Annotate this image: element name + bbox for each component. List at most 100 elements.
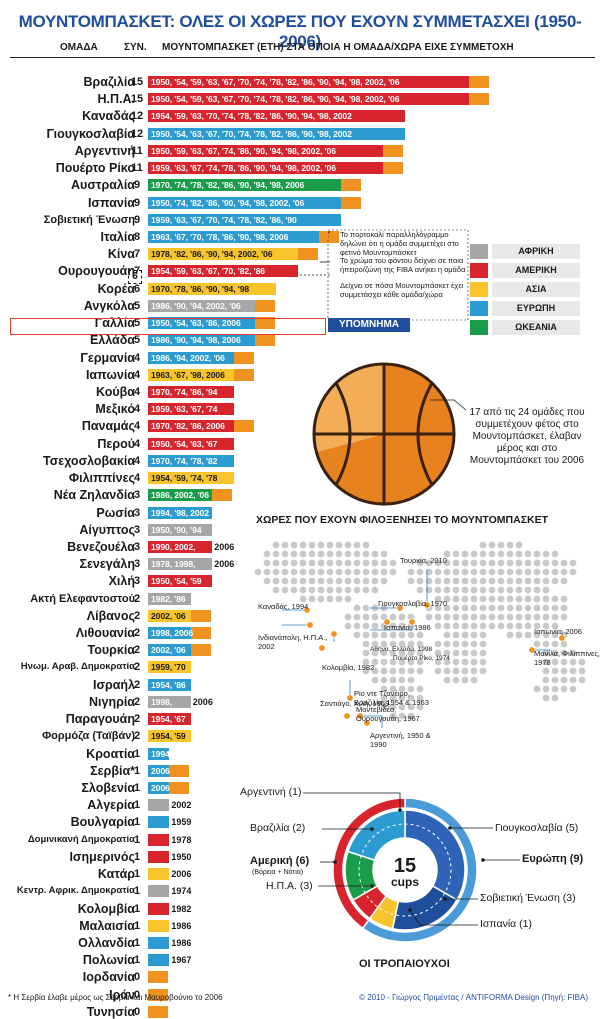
country-row: Αλγερία 1 2002 <box>0 798 600 812</box>
country-row: Σερβία* 1 2006 <box>0 764 600 778</box>
country-row: Ιράν 0 <box>0 988 600 1002</box>
participation-count: 15 <box>130 76 144 88</box>
participation-count: 1 <box>133 885 141 897</box>
country-row: Ισραήλ 2 1954, '86 <box>0 678 600 692</box>
country-row: Ισημερινός 1 1950 <box>0 850 600 864</box>
bar-years-label: 1963, '67, '70, '78, '86, '90, '98, 2006 <box>151 232 289 242</box>
participation-count: 1 <box>133 782 141 794</box>
country-name: Ρωσία <box>96 506 135 520</box>
country-row: Μεξικό 4 1959, '63, '67, '74 <box>0 402 600 416</box>
host-marker <box>558 634 566 642</box>
legend-label: ΕΥΡΩΠΗ <box>492 301 580 316</box>
bar-region-segment <box>148 524 213 536</box>
participation-count: 11 <box>131 162 143 174</box>
bar-region-segment <box>148 610 191 622</box>
bar-region-segment <box>148 696 191 708</box>
bar-current-marker <box>383 162 404 174</box>
bar-region-segment <box>148 558 213 570</box>
country-name: Ισπανία <box>87 196 135 210</box>
country-name: Ιράν <box>109 988 135 1002</box>
bar-current-marker <box>212 489 233 501</box>
host-label: Αθήνα, Ελλάδα, 1998 <box>370 646 433 653</box>
country-row: Γαλλία 5 1950, '54, '63, '86, 2006 <box>0 316 600 330</box>
country-row: Ουρουγουάη 7 1954, '59, '63, '67, '70, '82… <box>0 264 600 278</box>
participation-count: 12 <box>130 110 144 122</box>
participation-count: 5 <box>133 317 141 329</box>
legend-swatch <box>470 244 488 259</box>
bar-years-label: 1950, '54, '59, '63, '67, '70, '74, '78,… <box>151 94 400 104</box>
participation-count: 4 <box>133 472 141 484</box>
legend-item: ΑΦΡΙΚΗ <box>470 244 580 259</box>
donut-label: Γιουγκοσλαβία (5) <box>495 822 579 834</box>
country-name: Γαλλία <box>94 316 135 330</box>
bar-region-segment <box>148 420 234 432</box>
bar-region-segment <box>148 627 191 639</box>
bar-current-marker <box>469 76 489 88</box>
country-row: Κατάρ 1 2006 <box>0 867 600 881</box>
host-marker <box>318 644 326 652</box>
country-row: Πολωνία 1 1967 <box>0 953 600 967</box>
bar-region-segment <box>148 851 170 863</box>
donut-center <box>375 840 435 900</box>
country-row: Βενεζουέλα 3 1990, 2002, 2006 <box>0 540 600 554</box>
donut-label: Αμερική (6) <box>250 855 310 867</box>
country-name: Βουλγαρία <box>70 815 135 829</box>
bar-years-label: 1950, '54, '63, '67, '70, '74, '78, '82,… <box>151 129 352 139</box>
bar-region-segment <box>148 541 213 553</box>
country-row: Σοβιετική Ένωση 9 1959, '63, '67, '70, '74… <box>0 213 600 227</box>
participation-count: 11 <box>131 145 143 157</box>
host-marker <box>306 621 314 629</box>
bar-years-label: 1970, '74, '78, '82 <box>151 456 218 466</box>
legend-swatch <box>470 263 488 278</box>
donut-center-unit: cups <box>391 875 419 889</box>
participation-count: 2 <box>133 661 141 673</box>
host-marker <box>408 618 416 626</box>
country-name: Ουρουγουάη <box>58 264 135 278</box>
bar-region-segment <box>148 386 234 398</box>
legend-swatch <box>470 301 488 316</box>
map-title: ΧΩΡΕΣ ΠΟΥ ΕΧΟΥΝ ΦΙΛΟΞΕΝΗΣΕΙ ΤΟ ΜΟΥΝΤΟΜΠΑ… <box>256 514 549 526</box>
bar-current-marker <box>233 369 254 381</box>
bar-region-segment <box>148 403 234 415</box>
participation-count: 15 <box>130 93 144 105</box>
bar-years-label: 1950, '59, '63, '67, '74, '86, '90, '94,… <box>151 146 336 156</box>
bar-years-label: 1950, '54, '59 <box>151 576 202 586</box>
header-participations: ΣΥΝ. <box>124 42 147 53</box>
donut-label: Βραζιλία (2) <box>250 822 306 834</box>
legend-label: ΩΚΕΑΝΙΑ <box>492 320 580 335</box>
host-label: Γιουγκοσλαβία, 1970 <box>378 599 448 608</box>
country-name: Νέα Ζηλανδία <box>53 488 135 502</box>
participation-count: 1 <box>133 937 141 949</box>
bar-current-marker <box>383 145 404 157</box>
bar-years-label: 1954, '59, '63, '70, '74, '78, '82, '86,… <box>151 111 352 121</box>
host-label: Τουρκία, 2010 <box>400 556 447 565</box>
bar-region-segment <box>148 593 191 605</box>
participation-count: 1 <box>133 834 141 846</box>
country-row: Πουέρτο Ρίκο 11 1959, '63, '67, '74, '78, … <box>0 161 600 175</box>
bar-years-label: 2002, '06 <box>151 611 186 621</box>
participation-count: 4 <box>133 438 141 450</box>
bar-region-segment <box>148 300 255 312</box>
country-row: Τυνησία 0 <box>0 1005 600 1019</box>
country-name: Βραζιλία <box>83 75 135 89</box>
bar-years-label: 1954, '59 <box>151 731 186 741</box>
bar-years-label: 1950, '74, '82, '86, '90, '94, '98, 2002… <box>151 198 305 208</box>
bar-region-segment <box>148 76 469 88</box>
bar-region-segment <box>148 765 170 777</box>
country-name: Τσεχοσλοβακία <box>43 454 135 468</box>
bar-years-label: 1954, '86 <box>151 680 186 690</box>
bar-years-label: 1994 <box>151 749 170 759</box>
country-row: Κροατία 1 1994 <box>0 747 600 761</box>
bar-current-marker <box>233 352 254 364</box>
bar-region-segment <box>148 575 213 587</box>
bar-years-label: 1990, 2002, <box>151 542 196 552</box>
country-row: Σενεγάλη 3 1978, 1998, 2006 <box>0 557 600 571</box>
country-row: Γερμανία 4 1986, '94, 2002, '06 <box>0 351 600 365</box>
legend-example-count: 6 <box>128 270 142 284</box>
participation-count: 2 <box>133 696 141 708</box>
participation-count: 2 <box>133 730 141 742</box>
bar-years-label: 1963, '67, '98, 2006 <box>151 370 225 380</box>
country-row: Ισπανία 9 1950, '74, '82, '86, '90, '94, '… <box>0 196 600 210</box>
bar-current-marker <box>148 989 168 1001</box>
